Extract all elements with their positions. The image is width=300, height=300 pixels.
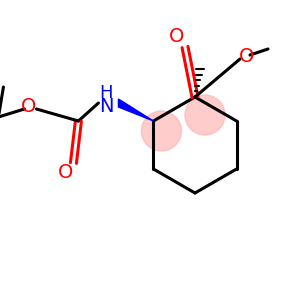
Circle shape: [141, 111, 182, 151]
Polygon shape: [118, 99, 153, 121]
Circle shape: [185, 95, 225, 135]
Text: N: N: [99, 98, 114, 116]
Text: O: O: [169, 28, 185, 46]
Text: H: H: [100, 84, 113, 102]
Text: O: O: [58, 164, 73, 182]
Text: O: O: [239, 47, 255, 67]
Text: O: O: [21, 98, 36, 116]
